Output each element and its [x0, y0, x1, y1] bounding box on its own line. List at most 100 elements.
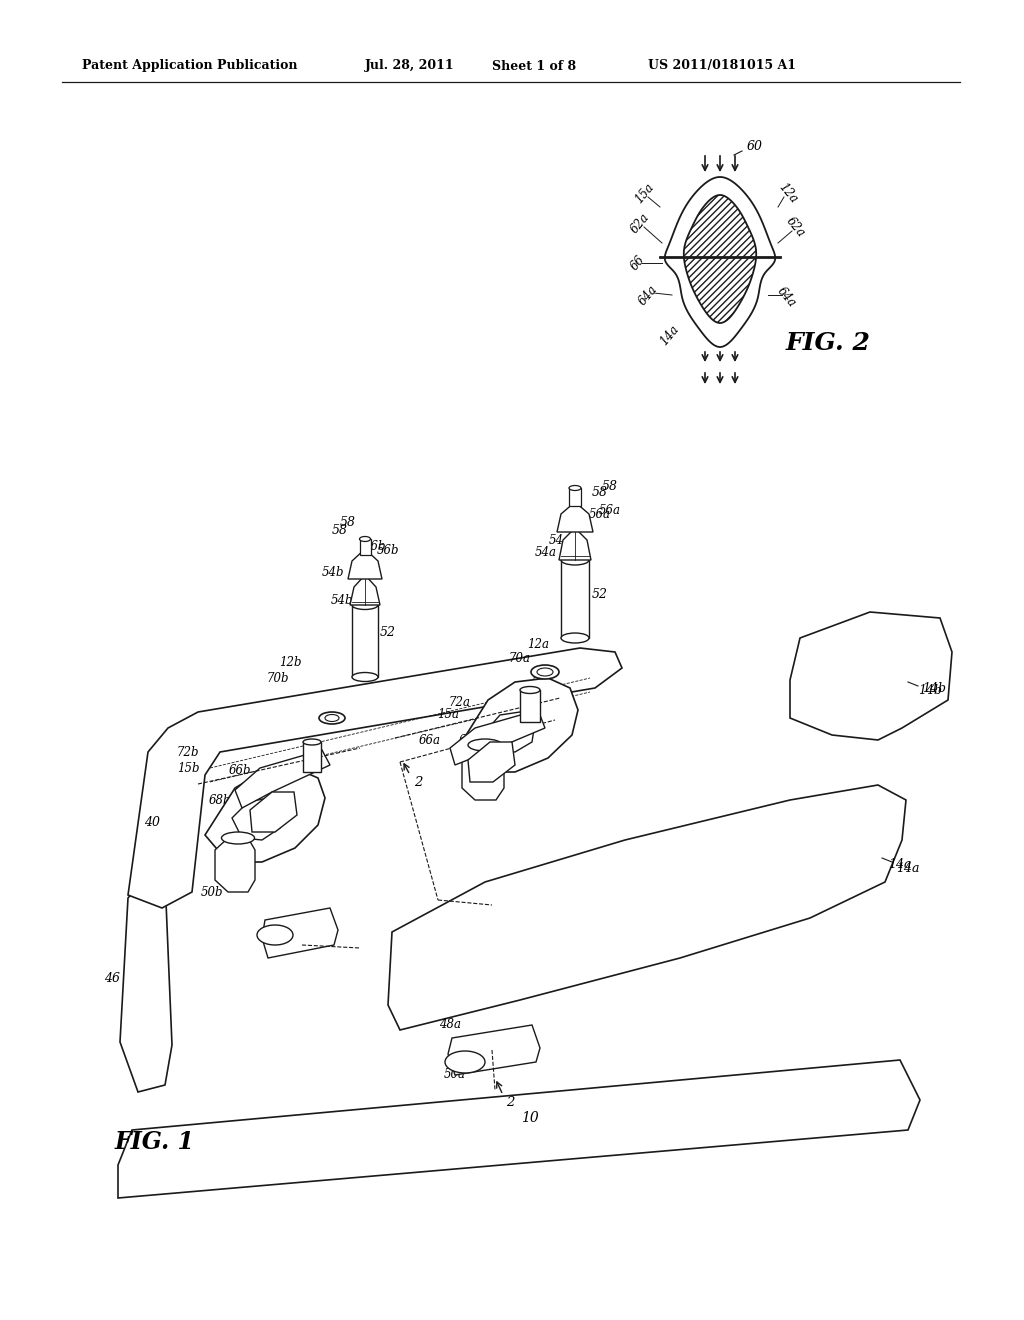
Text: 56b: 56b	[377, 544, 399, 557]
Text: 58: 58	[592, 486, 608, 499]
Text: 54b: 54b	[331, 594, 353, 606]
Ellipse shape	[569, 486, 581, 491]
Text: 66a: 66a	[419, 734, 441, 747]
Ellipse shape	[445, 1051, 485, 1073]
Polygon shape	[462, 744, 504, 800]
Text: 50b: 50b	[201, 886, 223, 899]
Text: 14b: 14b	[922, 681, 946, 694]
Ellipse shape	[520, 686, 540, 693]
Text: 54b: 54b	[322, 565, 344, 578]
Polygon shape	[684, 195, 756, 323]
Polygon shape	[215, 838, 255, 892]
Polygon shape	[388, 785, 906, 1030]
Ellipse shape	[537, 668, 553, 676]
Polygon shape	[569, 488, 581, 506]
Polygon shape	[350, 576, 380, 605]
Polygon shape	[303, 742, 321, 772]
Polygon shape	[485, 711, 535, 752]
Text: 62a: 62a	[628, 210, 652, 235]
Text: 58: 58	[602, 480, 618, 494]
Polygon shape	[262, 908, 338, 958]
Text: 54a: 54a	[535, 545, 557, 558]
Polygon shape	[359, 539, 371, 554]
Text: 15a: 15a	[437, 709, 459, 722]
Text: 58: 58	[340, 516, 356, 528]
Text: 60: 60	[746, 140, 763, 153]
Text: 70b: 70b	[266, 672, 289, 685]
Ellipse shape	[561, 634, 589, 643]
Text: 66b: 66b	[228, 763, 251, 776]
Ellipse shape	[319, 711, 345, 723]
Text: 48a: 48a	[439, 1019, 461, 1031]
Text: 14b: 14b	[918, 684, 942, 697]
Polygon shape	[250, 792, 297, 832]
Polygon shape	[118, 1060, 920, 1199]
Polygon shape	[559, 528, 591, 560]
Polygon shape	[352, 605, 378, 677]
Text: 68a: 68a	[459, 734, 481, 747]
Text: 64a: 64a	[636, 282, 660, 308]
Text: 15b: 15b	[177, 762, 200, 775]
Polygon shape	[234, 750, 330, 808]
Text: 12a: 12a	[527, 639, 549, 652]
Text: 68b: 68b	[209, 793, 231, 807]
Ellipse shape	[531, 665, 559, 678]
Polygon shape	[557, 502, 593, 532]
Ellipse shape	[303, 739, 321, 744]
Text: 72a: 72a	[449, 696, 471, 709]
Text: FIG. 1: FIG. 1	[115, 1130, 195, 1154]
Text: 48b: 48b	[230, 849, 253, 862]
Text: 12a: 12a	[776, 181, 800, 206]
Text: 66: 66	[628, 253, 648, 273]
Text: 50a: 50a	[444, 1068, 466, 1081]
Polygon shape	[468, 742, 515, 781]
Ellipse shape	[257, 925, 293, 945]
Text: 54a: 54a	[549, 533, 571, 546]
Polygon shape	[120, 875, 172, 1092]
Text: FIG. 2: FIG. 2	[785, 331, 870, 355]
Ellipse shape	[359, 536, 371, 541]
Text: Sheet 1 of 8: Sheet 1 of 8	[492, 59, 577, 73]
Polygon shape	[665, 177, 775, 347]
Text: Patent Application Publication: Patent Application Publication	[82, 59, 298, 73]
Text: 52: 52	[592, 589, 608, 602]
Text: 14a: 14a	[658, 322, 682, 347]
Text: 70a: 70a	[509, 652, 531, 664]
Ellipse shape	[468, 739, 502, 751]
Polygon shape	[205, 768, 325, 862]
Polygon shape	[790, 612, 952, 741]
Text: 10: 10	[521, 1111, 539, 1125]
Text: 62a: 62a	[783, 214, 807, 240]
Polygon shape	[449, 1026, 540, 1074]
Text: Jul. 28, 2011: Jul. 28, 2011	[365, 59, 455, 73]
Text: 56a: 56a	[599, 503, 621, 516]
Ellipse shape	[561, 554, 589, 565]
Ellipse shape	[352, 601, 378, 610]
Text: 56b: 56b	[364, 540, 386, 553]
Text: 52: 52	[532, 673, 548, 686]
Text: 2: 2	[414, 776, 422, 788]
Ellipse shape	[221, 832, 255, 843]
Polygon shape	[232, 799, 282, 840]
Polygon shape	[520, 690, 540, 722]
Text: 40: 40	[144, 816, 160, 829]
Text: 14a: 14a	[896, 862, 920, 874]
Text: 64a: 64a	[774, 284, 798, 310]
Text: 14a: 14a	[888, 858, 911, 871]
Text: 2: 2	[506, 1096, 514, 1109]
Text: 46: 46	[104, 972, 120, 985]
Text: 56a: 56a	[589, 508, 611, 521]
Polygon shape	[458, 678, 578, 772]
Polygon shape	[348, 549, 382, 579]
Text: 15a: 15a	[633, 181, 657, 206]
Polygon shape	[450, 710, 545, 766]
Text: 44b: 44b	[226, 825, 249, 838]
Text: US 2011/0181015 A1: US 2011/0181015 A1	[648, 59, 796, 73]
Text: 44a: 44a	[479, 763, 501, 776]
Text: 52: 52	[380, 626, 396, 639]
Polygon shape	[128, 648, 622, 908]
Text: 72b: 72b	[177, 746, 200, 759]
Polygon shape	[561, 560, 589, 638]
Text: 12b: 12b	[279, 656, 301, 668]
Text: 58: 58	[332, 524, 348, 536]
